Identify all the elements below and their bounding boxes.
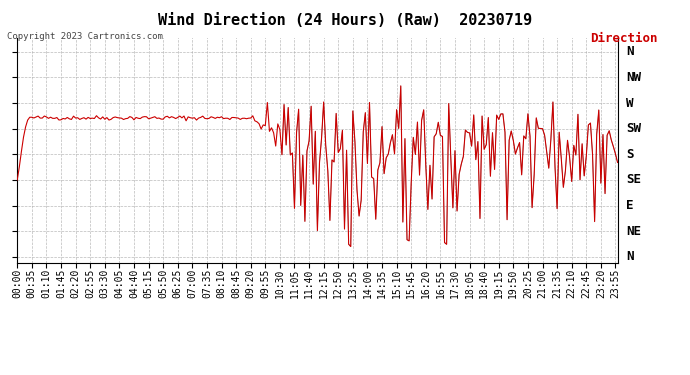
Text: Copyright 2023 Cartronics.com: Copyright 2023 Cartronics.com [7,32,163,41]
Text: Direction: Direction [590,32,658,45]
Text: Wind Direction (24 Hours) (Raw)  20230719: Wind Direction (24 Hours) (Raw) 20230719 [158,13,532,28]
Text: E: E [626,199,633,212]
Text: SE: SE [626,173,641,186]
Text: W: W [626,96,633,109]
Text: NW: NW [626,71,641,84]
Text: SW: SW [626,122,641,135]
Text: N: N [626,45,633,58]
Text: NE: NE [626,225,641,238]
Text: S: S [626,148,633,161]
Text: N: N [626,250,633,263]
